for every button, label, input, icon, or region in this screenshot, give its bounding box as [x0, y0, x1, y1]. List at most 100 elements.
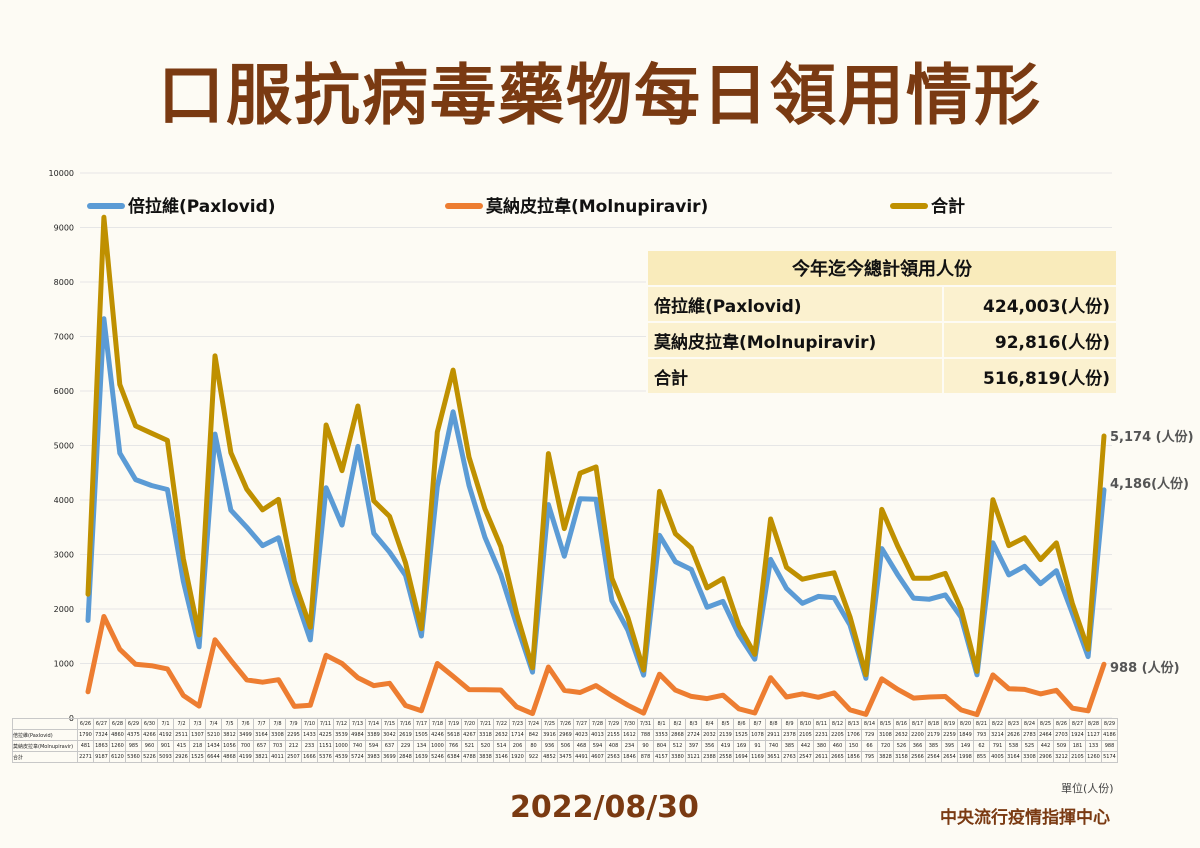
- data-label: 442: [797, 740, 814, 752]
- data-label: 133: [1085, 740, 1102, 752]
- x-tick-label: 7/7: [253, 718, 270, 730]
- data-label: 91: [749, 740, 766, 752]
- x-tick-label: 8/23: [1005, 718, 1022, 730]
- x-tick-label: 8/8: [765, 718, 782, 730]
- data-label: 1078: [749, 729, 766, 741]
- data-label: 442: [1037, 740, 1054, 752]
- data-label: 788: [637, 729, 654, 741]
- data-label: 5246: [429, 751, 446, 763]
- data-label: 936: [541, 740, 558, 752]
- x-tick-label: 7/22: [493, 718, 510, 730]
- data-label: 1714: [509, 729, 526, 741]
- data-table-row-label: 合計: [12, 751, 78, 763]
- data-label: 3539: [333, 729, 350, 741]
- data-label: 134: [413, 740, 430, 752]
- data-label: 5618: [445, 729, 462, 741]
- data-label: 740: [765, 740, 782, 752]
- data-label: 3499: [237, 729, 254, 741]
- data-label: 1924: [1069, 729, 1086, 741]
- y-tick-label: 3000: [54, 551, 74, 560]
- data-label: 5210: [205, 729, 222, 741]
- x-tick-label: 8/24: [1021, 718, 1038, 730]
- x-tick-label: 7/3: [189, 718, 206, 730]
- legend-total: 合計: [931, 196, 965, 217]
- x-tick-label: 7/20: [461, 718, 478, 730]
- data-label: 740: [349, 740, 366, 752]
- data-table: 6/26 6/27 6/28 6/29 6/30 7/1 7/2 7/3 7/4 7/5 7/6 7/…: [12, 718, 1118, 763]
- data-label: 2558: [717, 751, 734, 763]
- x-tick-label: 7/15: [381, 718, 398, 730]
- summary-label-paxlovid: 倍拉維(Paxlovid): [646, 285, 944, 323]
- series-line-paxlovid: [85, 316, 1107, 681]
- x-tick-label: 7/12: [333, 718, 350, 730]
- data-label: 3699: [381, 751, 398, 763]
- data-label: 2511: [173, 729, 190, 741]
- end-label-molnupiravir: 988 (人份): [1110, 660, 1180, 676]
- data-label: 1433: [301, 729, 318, 741]
- data-table-row: 莫納皮拉韋(Molnupiravir) 481 1863 1260 985 960 901 4…: [12, 740, 1118, 752]
- chart-legend: 倍拉維(Paxlovid) 莫納皮拉韋(Molnupiravir) 合計: [87, 196, 965, 217]
- end-label-paxlovid: 4,186(人份): [1110, 476, 1189, 492]
- x-tick-label: 7/13: [349, 718, 366, 730]
- data-label: 514: [493, 740, 510, 752]
- x-tick-label: 8/17: [909, 718, 926, 730]
- y-tick-label: 2000: [54, 605, 74, 614]
- x-tick-label: 8/19: [941, 718, 958, 730]
- data-label: 4186: [1101, 729, 1118, 741]
- data-label: 212: [285, 740, 302, 752]
- data-label: 4005: [989, 751, 1006, 763]
- data-label: 2179: [925, 729, 942, 741]
- x-tick-label: 8/15: [877, 718, 894, 730]
- x-tick-label: 7/9: [285, 718, 302, 730]
- data-label: 2139: [717, 729, 734, 741]
- data-label: 234: [621, 740, 638, 752]
- data-label: 3042: [381, 729, 398, 741]
- data-label: 1694: [733, 751, 750, 763]
- x-tick-label: 8/29: [1101, 718, 1118, 730]
- x-tick-label: 7/11: [317, 718, 334, 730]
- x-tick-label: 7/21: [477, 718, 494, 730]
- data-label: 3353: [653, 729, 670, 741]
- data-label: 1434: [205, 740, 222, 752]
- data-label: 791: [989, 740, 1006, 752]
- data-label: 4225: [317, 729, 334, 741]
- x-tick-label: 8/5: [717, 718, 734, 730]
- y-axis: 0100020003000400050006000700080009000100…: [49, 169, 74, 723]
- data-label: 66: [861, 740, 878, 752]
- x-tick-label: 8/3: [685, 718, 702, 730]
- data-label: 1856: [845, 751, 862, 763]
- x-tick-label: 7/5: [221, 718, 238, 730]
- data-label: 5360: [125, 751, 142, 763]
- x-tick-label: 7/31: [637, 718, 654, 730]
- data-label: 3838: [477, 751, 494, 763]
- data-label: 356: [701, 740, 718, 752]
- x-tick-label: 8/20: [957, 718, 974, 730]
- data-label: 1920: [509, 751, 526, 763]
- data-label: 878: [637, 751, 654, 763]
- data-label: 4868: [221, 751, 238, 763]
- data-label: 3108: [877, 729, 894, 741]
- data-label: 3214: [989, 729, 1006, 741]
- data-label: 637: [381, 740, 398, 752]
- data-label: 5174: [1101, 751, 1118, 763]
- data-table-row-label: 莫納皮拉韋(Molnupiravir): [12, 740, 78, 752]
- data-label: 2969: [557, 729, 574, 741]
- data-label: 1151: [317, 740, 334, 752]
- x-tick-label: 8/14: [861, 718, 878, 730]
- x-tick-label: 8/2: [669, 718, 686, 730]
- data-label: 922: [525, 751, 542, 763]
- data-label: 3308: [269, 729, 286, 741]
- data-label: 181: [1069, 740, 1086, 752]
- data-label: 2566: [909, 751, 926, 763]
- data-label: 2507: [285, 751, 302, 763]
- data-label: 2200: [909, 729, 926, 741]
- data-label: 1846: [621, 751, 638, 763]
- data-label: 460: [829, 740, 846, 752]
- x-tick-label: 8/16: [893, 718, 910, 730]
- x-tick-label: 8/9: [781, 718, 798, 730]
- x-tick-label: 8/12: [829, 718, 846, 730]
- x-tick-label: 8/21: [973, 718, 990, 730]
- data-label: 720: [877, 740, 894, 752]
- data-label: 3389: [365, 729, 382, 741]
